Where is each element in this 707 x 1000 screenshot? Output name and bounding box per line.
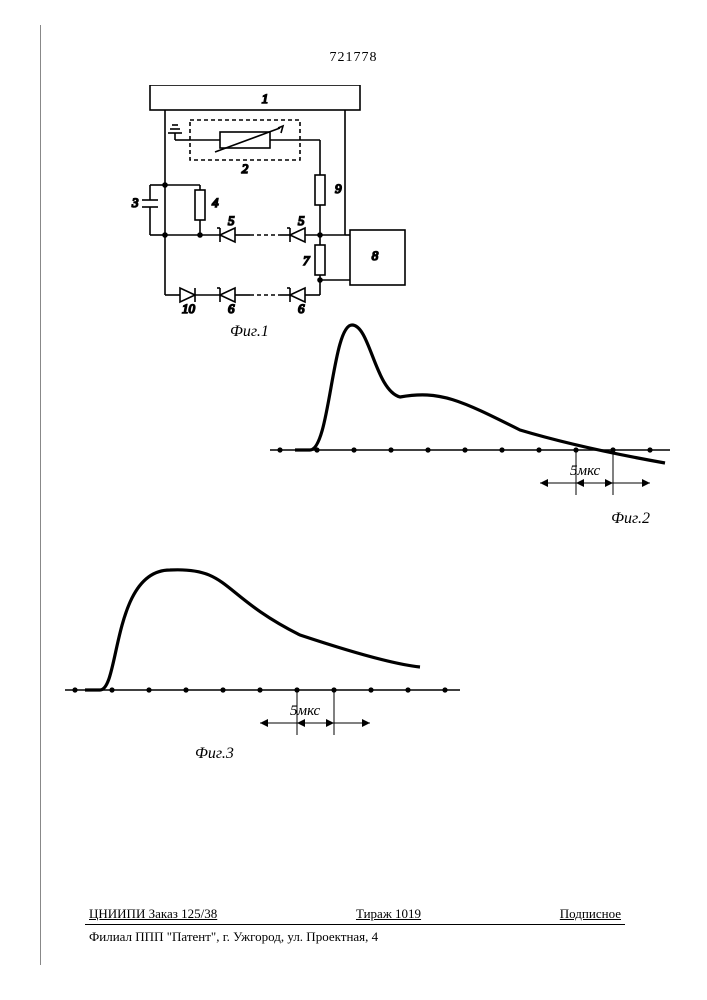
label-5a: 5 [228, 213, 235, 228]
fig1-label: Фиг.1 [230, 323, 269, 341]
scale-label-2: 5мкс [570, 463, 601, 479]
label-6b: 6 [298, 301, 305, 316]
footer-org: ЦНИИПИ Заказ 125/38 [89, 906, 217, 922]
label-4: 4 [212, 195, 219, 210]
fig3-label: Фиг.3 [195, 745, 234, 763]
label-10: 10 [182, 301, 196, 316]
footer-address: Филиал ППП "Патент", г. Ужгород, ул. Про… [85, 925, 625, 945]
fig2-label: Фиг.2 [611, 510, 650, 528]
label-7: 7 [303, 253, 310, 268]
circuit-diagram: 1 2 [120, 85, 420, 335]
footer: ЦНИИПИ Заказ 125/38 Тираж 1019 Подписное… [85, 906, 625, 945]
waveform-2: 5мкс Фиг.2 [270, 315, 670, 560]
curve-3 [85, 570, 420, 690]
label-9: 9 [335, 181, 342, 196]
label-1: 1 [262, 91, 269, 106]
label-2: 2 [242, 161, 249, 176]
label-3: 3 [131, 195, 139, 210]
footer-tirage: Тираж 1019 [356, 906, 421, 922]
footer-sub: Подписное [560, 906, 621, 922]
waveform-3: 5мкс Фиг.3 [60, 555, 460, 815]
page: 721778 1 2 [0, 0, 707, 1000]
label-8: 8 [372, 248, 379, 263]
scale-label-3: 5мкс [290, 703, 321, 719]
label-5b: 5 [298, 213, 305, 228]
document-number: 721778 [0, 50, 707, 66]
curve-2 [295, 325, 665, 463]
label-6a: 6 [228, 301, 235, 316]
